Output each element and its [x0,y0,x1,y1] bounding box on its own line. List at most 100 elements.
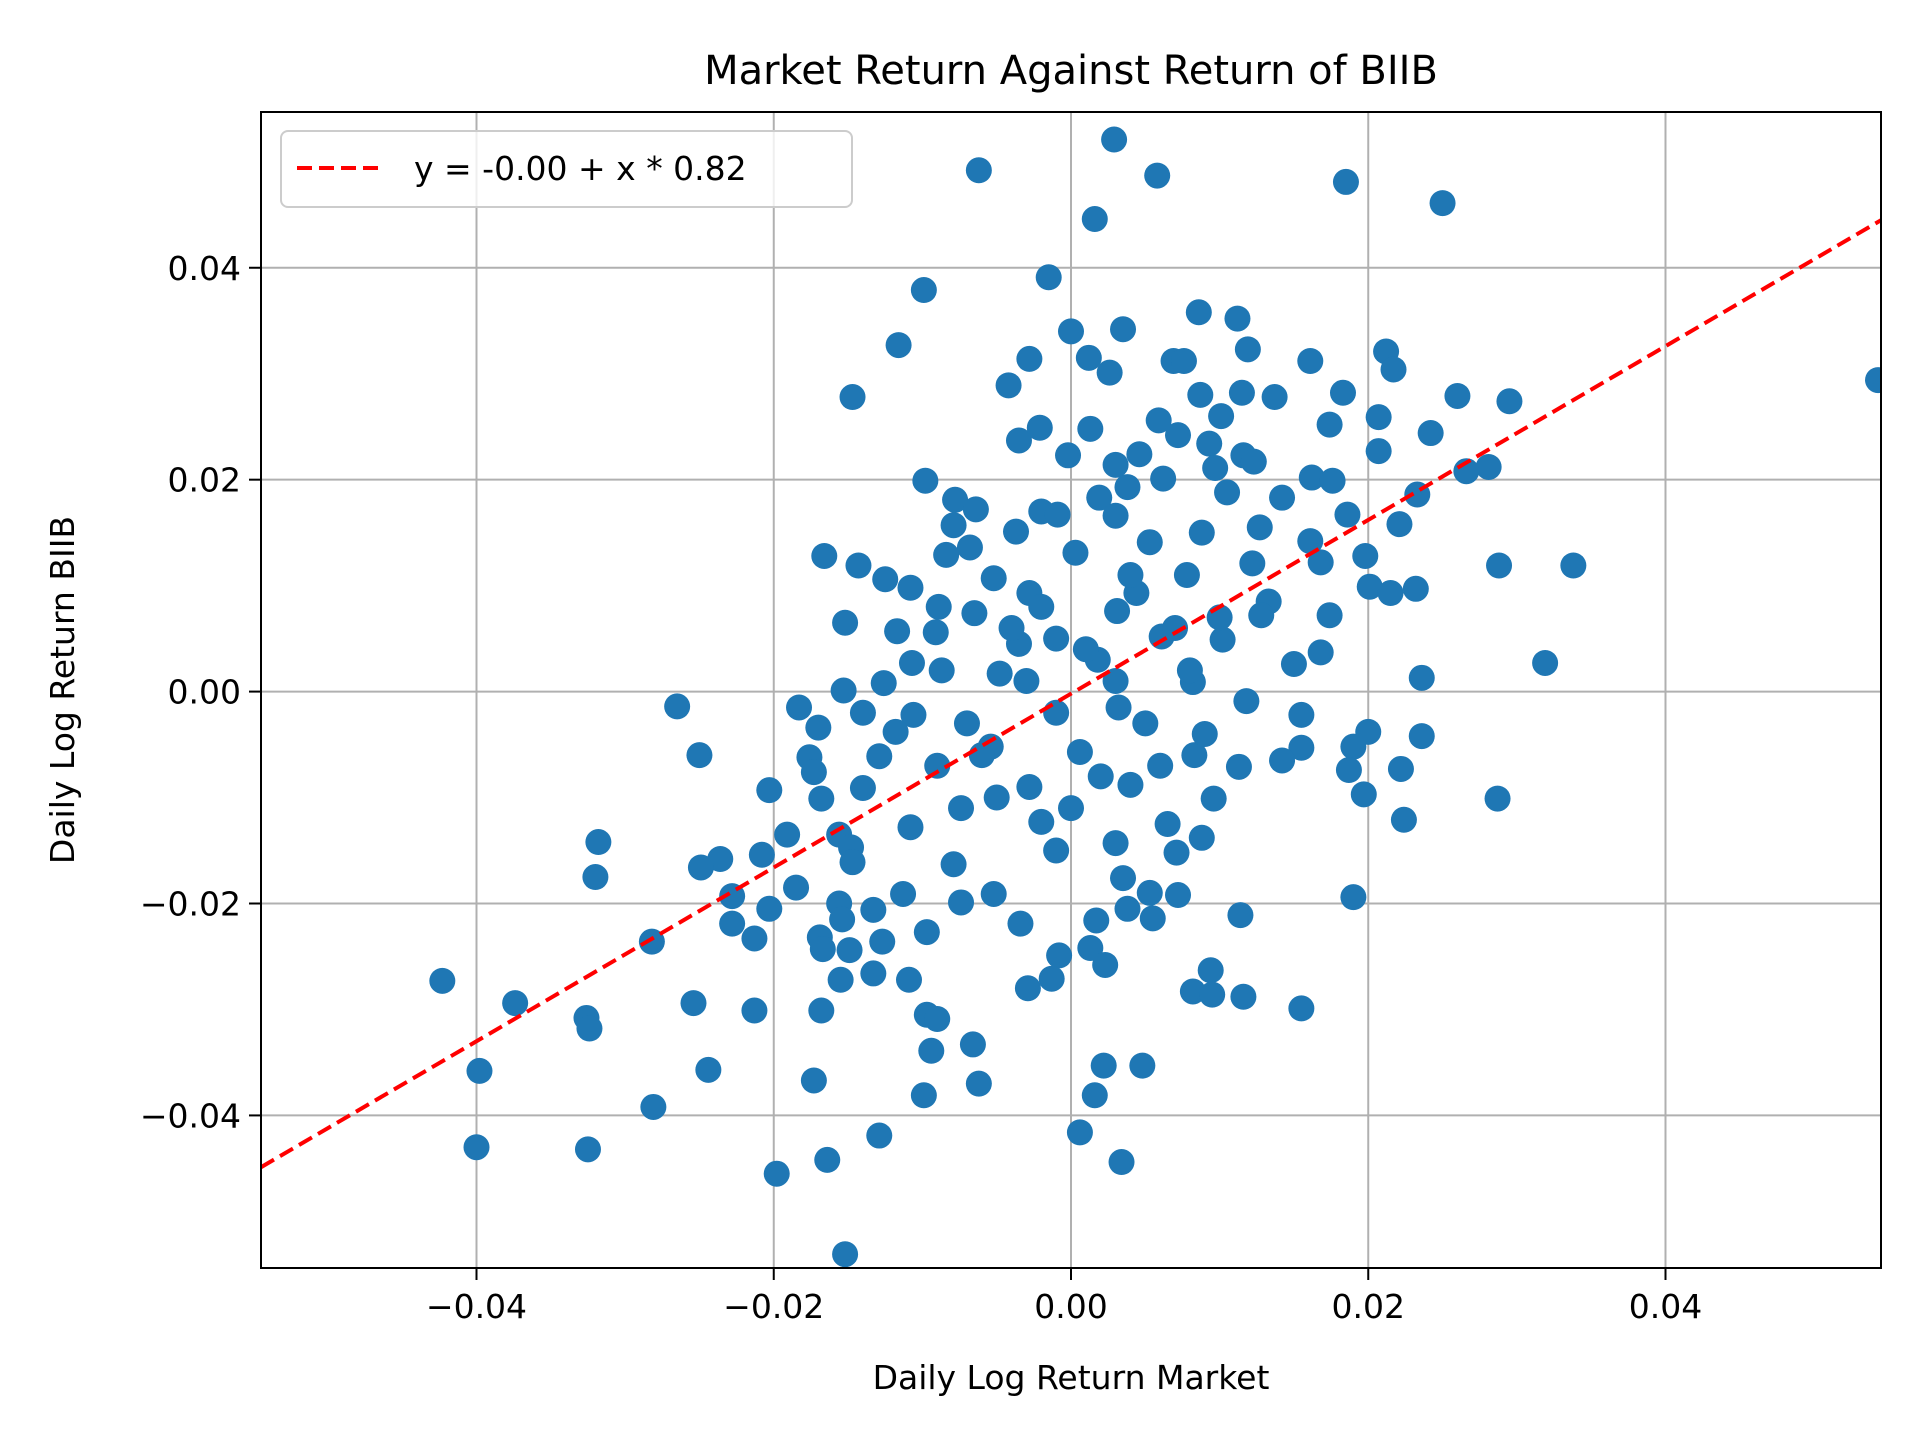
data-point [1234,336,1261,363]
data-point [830,677,857,704]
data-point [924,1005,951,1032]
data-point [980,565,1007,592]
data-point [869,928,896,955]
data-point [956,534,983,561]
data-point [983,784,1010,811]
data-point [1340,733,1367,760]
data-point [913,919,940,946]
data-point [1173,562,1200,589]
data-point [962,496,989,523]
data-point [1058,795,1084,822]
data-point [1340,884,1367,911]
data-point [942,486,969,513]
data-point [1043,699,1070,726]
data-point [1352,542,1379,569]
data-point [860,896,887,923]
data-point [860,960,887,987]
data-point [1200,785,1227,812]
data-point [756,895,783,922]
data-point [1145,407,1172,434]
data-point [1066,738,1093,765]
data-point [1077,935,1104,962]
x-tick-label: 0.02 [1332,1287,1405,1326]
data-point [1144,162,1171,189]
data-point [1307,639,1334,666]
data-point [1086,484,1113,511]
data-point [1335,756,1362,783]
data-point [1199,981,1226,1008]
data-point [1102,451,1129,478]
scatter-points [429,126,1881,1268]
data-point [1132,710,1159,737]
data-point [1165,422,1192,449]
data-point [1269,747,1296,774]
data-point [849,775,876,802]
data-point [1165,882,1192,909]
data-point [680,990,707,1017]
x-axis-ticks: −0.04 −0.02 0.00 0.02 0.04 [426,1268,1702,1326]
data-point [741,997,768,1024]
data-point [872,566,899,593]
data-point [1560,552,1587,579]
plot-area [260,111,1882,1269]
y-tick-label: 0.00 [168,673,241,712]
data-point [1191,720,1218,747]
data-point [910,277,937,304]
data-point [1225,753,1252,780]
data-point [1139,905,1166,932]
y-tick-label: −0.02 [140,885,241,924]
data-point [463,1134,490,1161]
data-point [1102,502,1129,529]
legend-label: y = -0.00 + x * 0.82 [414,149,747,188]
data-point [1246,514,1273,541]
data-point [638,928,665,955]
data-point [1386,511,1413,538]
data-point [1188,519,1215,546]
data-point [1280,651,1307,678]
data-point [1387,755,1414,782]
data-point [1288,701,1315,728]
data-point [763,1160,790,1187]
data-point [829,906,856,933]
data-point [1228,379,1255,406]
data-point [910,1082,937,1109]
data-point [1062,539,1089,566]
data-point [800,759,827,786]
data-point [774,821,801,848]
data-point [1307,549,1334,576]
data-point [1014,975,1041,1002]
data-point [640,1093,667,1120]
data-point [839,849,866,876]
data-point [948,889,975,916]
data-point [1224,305,1251,332]
data-point [1288,995,1315,1022]
data-point [1035,264,1062,291]
data-point [756,777,783,804]
data-point [1196,430,1223,457]
data-point [953,710,980,737]
data-point [502,990,529,1017]
data-point [1104,598,1131,625]
data-point [900,701,927,728]
data-point [1475,453,1502,480]
data-point [882,718,909,745]
data-point [1126,441,1153,468]
data-point [1090,1052,1117,1079]
data-point [686,742,713,769]
data-point [912,467,939,494]
data-point [1102,667,1129,694]
data-point [1013,667,1040,694]
data-point [1129,1052,1156,1079]
data-point [1170,348,1197,375]
data-point [1154,811,1181,838]
data-point [1240,448,1267,475]
data-point [968,742,995,769]
data-point [1429,190,1456,217]
data-point [1316,411,1343,438]
data-point [1261,384,1288,411]
data-point [1081,1082,1108,1109]
data-point [1114,474,1141,501]
data-point [809,936,836,963]
data-point [800,1067,827,1094]
data-point [1016,773,1043,800]
